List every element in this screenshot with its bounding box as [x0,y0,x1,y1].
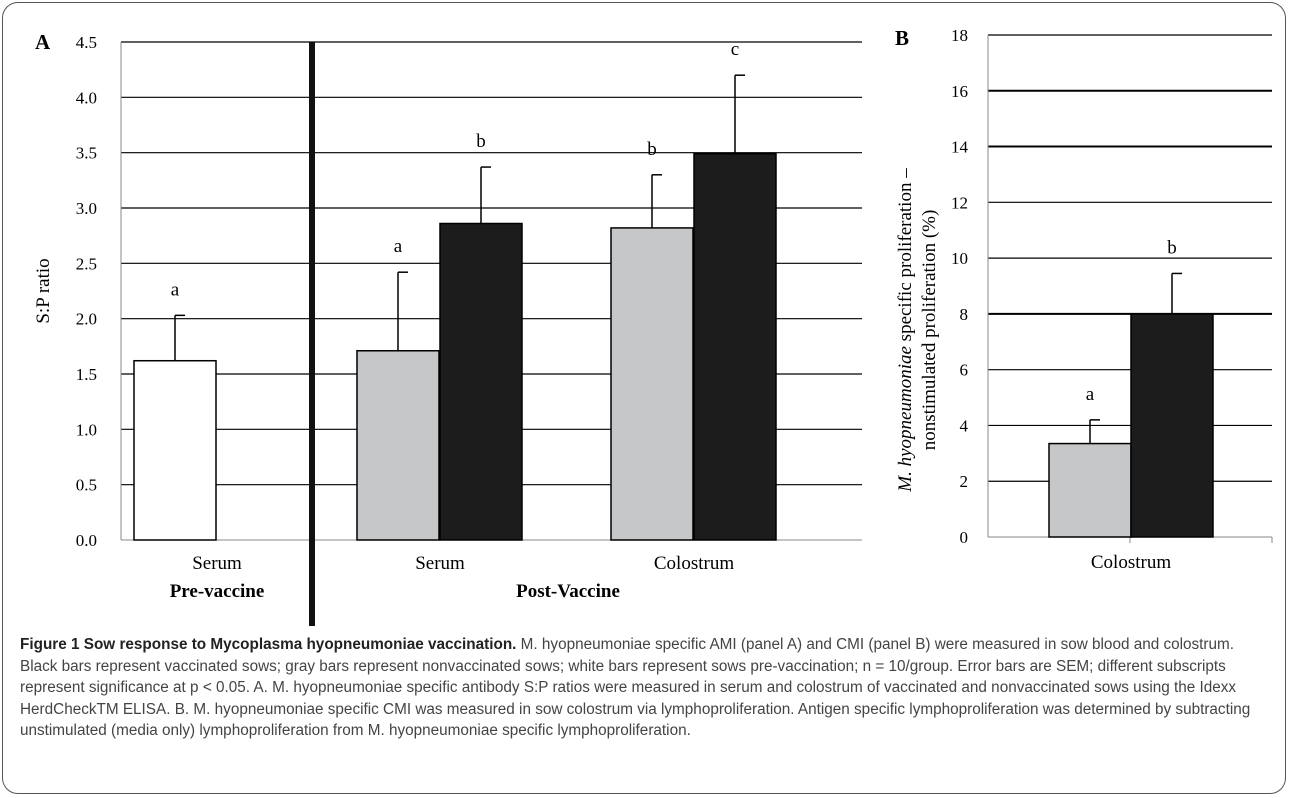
x-category-label: Serum [192,553,242,574]
bar-vaccinated [1130,313,1214,538]
bar-vaccinated [439,222,523,541]
significance-letter: b [1167,237,1177,258]
y-tick-label: 10 [951,249,968,268]
panel-b-chart: 0 2 4 6 8 10 12 14 16 18 B M. hyopneumoniae specifi… [895,26,1273,573]
bar-nonvaccinated [356,350,440,541]
y-tick-label: 2.5 [76,254,97,273]
y-axis-label: S:P ratio [33,258,54,323]
y-tick-label: 2.0 [76,310,97,329]
section-label-pre: Pre-vaccine [170,581,265,602]
bar-pre-vaccination [133,359,217,541]
y-tick-label: 0 [960,528,969,547]
y-tick-label: 3.0 [76,199,97,218]
significance-letter: b [647,139,657,160]
figure-caption: Figure 1 Sow response to Mycoplasma hyop… [20,634,1275,742]
significance-letter: b [476,131,486,152]
panel-label: A [35,30,51,54]
figure-chart: 0.0 0.5 1.0 1.5 2.0 2.5 3.0 3.5 4.0 4.5 A S:P ratio… [33,26,1273,626]
y-tick-label: 18 [951,26,968,45]
panel-a-chart: 0.0 0.5 1.0 1.5 2.0 2.5 3.0 3.5 4.0 4.5 A S:P ratio… [33,30,862,626]
y-tick-label: 0.5 [76,476,97,495]
significance-letter: a [1086,384,1095,405]
y-tick-label: 6 [960,361,969,380]
y-tick-label: 8 [960,305,969,324]
y-tick-label: 3.5 [76,144,97,163]
y-tick-label: 1.0 [76,420,97,439]
bar-nonvaccinated [610,227,694,541]
section-label-post: Post-Vaccine [516,581,620,602]
y-tick-label: 14 [951,138,969,157]
y-tick-label: 12 [951,193,968,212]
x-category-label: Serum [415,553,465,574]
y-tick-label: 4.0 [76,88,97,107]
significance-letter: a [171,279,180,300]
significance-letter: a [394,236,403,257]
significance-letter: c [731,39,739,60]
y-tick-label: 1.5 [76,365,97,384]
y-tick-label: 4.5 [76,33,97,52]
x-category-label: Colostrum [654,553,734,574]
y-axis-label-line2: nonstimulated proliferation (%) [919,210,940,451]
y-tick-label: 16 [951,82,968,101]
caption-head: Figure 1 Sow response to Mycoplasma hyop… [20,636,517,653]
pre-post-divider [309,42,315,626]
y-axis-label-line1: M. hyopneumoniae specific proliferation … [895,168,916,493]
x-category-label: Colostrum [1091,552,1171,573]
caption-text: M. hyopneumoniae specific AMI (panel A) … [20,636,1251,739]
y-axis-label-rest: specific proliferation – [895,168,916,346]
bar-nonvaccinated [1048,442,1132,538]
y-tick-label: 2 [960,472,969,491]
y-tick-label: 4 [960,416,969,435]
panel-label: B [895,26,909,50]
bar-vaccinated [693,153,777,541]
y-axis-label-italic: M. hyopneumoniae [895,346,916,493]
y-tick-label: 0.0 [76,531,97,550]
